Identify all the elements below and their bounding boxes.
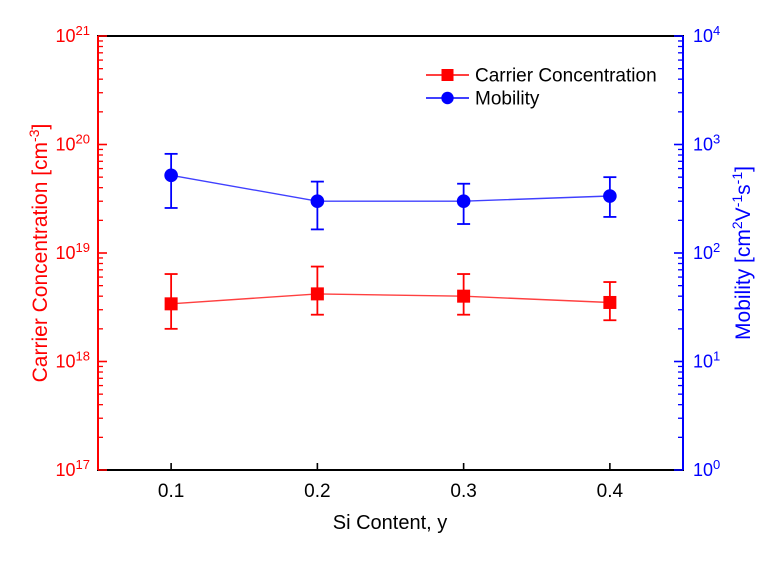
left-axis-tick-label: 1018	[56, 349, 91, 372]
x-axis-tick-label: 0.1	[158, 481, 184, 502]
right-axis-tick-label: 104	[693, 23, 720, 46]
x-axis-title: Si Content, y	[333, 512, 448, 534]
legend-item: Carrier Concentration	[426, 66, 657, 87]
right-axis-tick-label: 103	[693, 132, 720, 155]
series-mobility	[164, 152, 617, 231]
right-axis-tick-label: 101	[693, 349, 720, 372]
x-axis: 0.1 0.2 0.3 0.4	[158, 463, 624, 502]
right-axis-tick-label: 100	[693, 457, 720, 480]
data-point-marker	[456, 194, 471, 209]
data-point-marker	[164, 168, 178, 183]
left-axis-title: Carrier Concentration [cm-3]	[26, 124, 52, 383]
left-axis-tick-label: 1019	[56, 240, 91, 263]
data-point-marker	[310, 287, 324, 301]
x-axis-tick-label: 0.4	[597, 481, 624, 502]
data-point-marker	[164, 297, 178, 311]
left-axis: 1017 1018 1019 1020 1021	[56, 23, 107, 480]
right-axis-title: Mobility [cm2V-1s-1]	[729, 166, 755, 340]
data-point-marker	[603, 295, 617, 309]
legend-label: Carrier Concentration	[475, 66, 657, 87]
legend-label: Mobility	[475, 89, 540, 110]
right-axis: 100 101 102 103 104	[674, 23, 720, 480]
data-point-marker	[457, 289, 471, 303]
legend-square-marker	[441, 69, 454, 81]
data-point-marker	[603, 189, 617, 203]
legend-circle-marker	[441, 91, 454, 105]
legend-item: Mobility	[426, 89, 540, 110]
series-carrier-concentration	[164, 265, 617, 330]
right-axis-tick-label: 102	[693, 240, 720, 263]
data-point-marker	[310, 194, 325, 209]
series-line	[170, 174, 610, 202]
x-axis-tick-label: 0.3	[450, 481, 476, 502]
x-axis-tick-label: 0.2	[304, 481, 330, 502]
left-axis-tick-label: 1017	[56, 457, 91, 480]
left-axis-tick-label: 1020	[56, 132, 91, 155]
left-axis-tick-label: 1021	[56, 23, 91, 46]
plot-frame	[97, 35, 684, 471]
series-line	[171, 293, 610, 305]
